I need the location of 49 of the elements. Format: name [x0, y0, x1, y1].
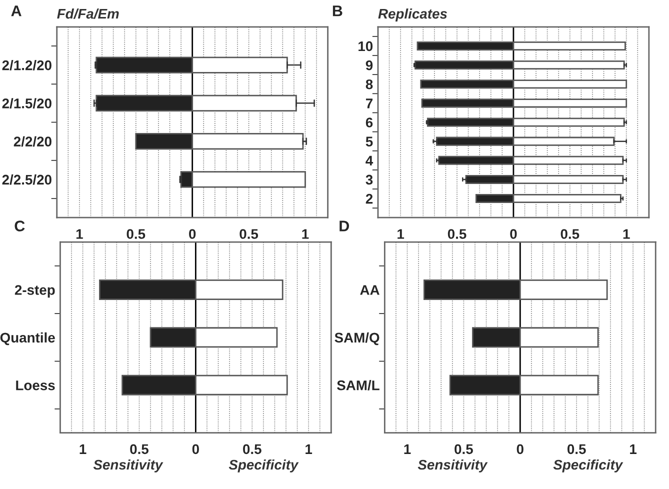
y-tick-label: 8	[366, 79, 373, 90]
y-tick-label: 2/1.5/20	[2, 98, 52, 108]
y-tick-label: SAM/Q	[334, 332, 380, 346]
y-tick-label: 9	[366, 60, 373, 70]
x-tick-label: 0.5	[448, 229, 466, 239]
x-tick-label: 0	[192, 444, 199, 454]
text: D	[340, 220, 350, 232]
x-tick-label: 1	[306, 444, 312, 454]
x-tick-label: 1	[623, 229, 630, 239]
text: Specificity	[228, 459, 299, 472]
x-tick-label: 0.5	[126, 229, 146, 239]
text: Specificity	[553, 459, 624, 472]
text: B	[332, 6, 342, 16]
y-tick-label: 2	[366, 194, 373, 204]
y-tick-label: 2-step	[14, 285, 55, 298]
x-tick-label: 0.5	[240, 229, 258, 239]
x-tick-label: 1	[404, 444, 411, 454]
y-tick-label: AA	[360, 285, 380, 295]
x-tick-label: 1	[398, 229, 404, 239]
x-tick-label: 0.5	[454, 444, 473, 454]
x-tick-label: 0	[510, 229, 517, 239]
y-tick-label: 7	[366, 98, 373, 108]
x-tick-label: 1	[630, 444, 637, 454]
chart-title: Replicates	[378, 8, 447, 22]
text: C	[14, 220, 25, 232]
x-tick-label: 1	[76, 229, 83, 239]
x-tick-label: 1	[80, 444, 86, 454]
chart-title: Fd/Fa/Em	[57, 8, 119, 19]
y-tick-label: SAM/L	[337, 380, 380, 390]
text: A	[11, 6, 22, 16]
x-tick-label: 0.5	[243, 444, 262, 454]
y-tick-label: 2/2.5/20	[2, 174, 52, 185]
y-tick-label: Loess	[16, 380, 55, 390]
text: Sensitivity	[418, 459, 488, 472]
y-tick-label: 5	[366, 136, 373, 146]
x-tick-label: 0.5	[567, 444, 586, 454]
y-tick-label: 2/1.2/20	[2, 60, 52, 70]
x-tick-label: 0	[189, 229, 196, 239]
y-tick-label: 3	[366, 174, 373, 185]
x-tick-label: 1	[302, 229, 309, 239]
y-tick-label: Quantile	[0, 332, 55, 346]
y-tick-label: 2/2/20	[14, 136, 52, 147]
y-tick-label: 10	[358, 41, 373, 52]
y-tick-label: 4	[366, 156, 374, 166]
x-tick-label: 0	[516, 444, 524, 454]
x-tick-label: 0.5	[560, 229, 580, 239]
y-tick-label: 6	[366, 118, 373, 128]
x-tick-label: 0.5	[130, 444, 149, 454]
text: Sensitivity	[93, 459, 164, 472]
